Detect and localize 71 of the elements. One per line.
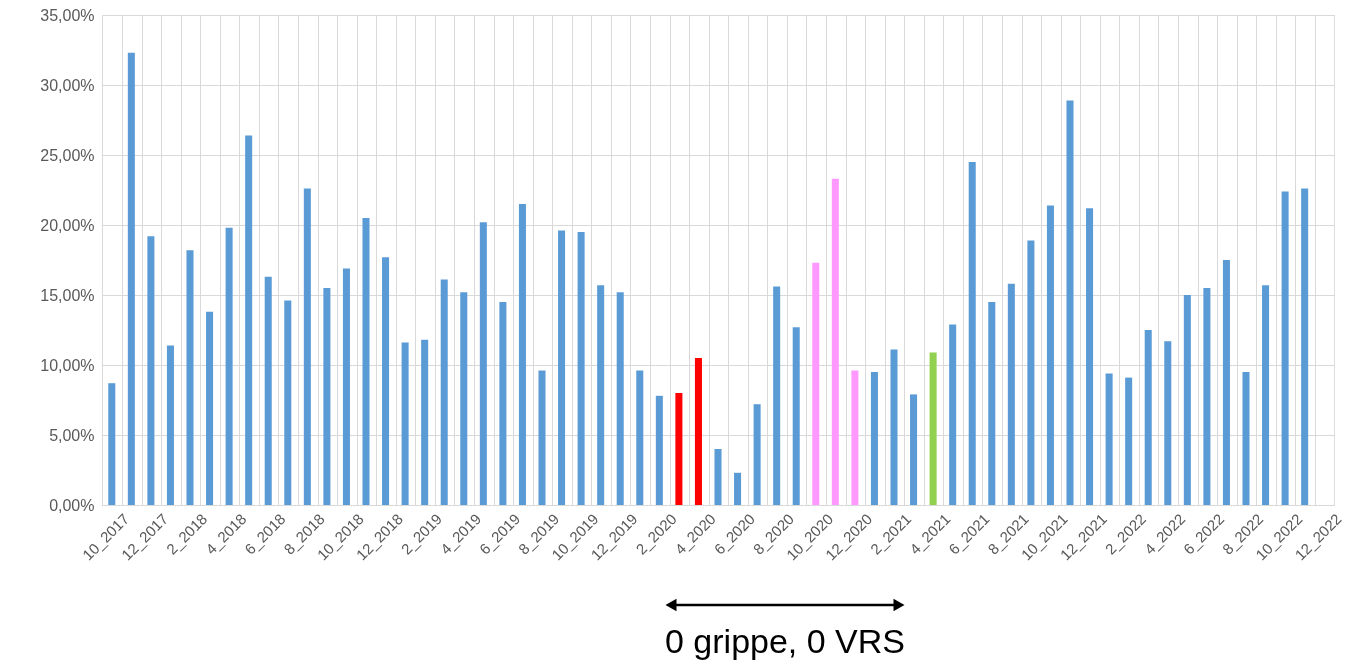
- bar: [1086, 208, 1094, 505]
- y-tick-label: 25,00%: [40, 146, 95, 164]
- bar: [910, 394, 918, 505]
- bar: [792, 327, 800, 505]
- bar: [734, 472, 742, 505]
- bar: [1046, 205, 1054, 505]
- bar: [108, 383, 116, 505]
- bar: [1183, 295, 1191, 505]
- bar: [382, 257, 390, 505]
- bar: [968, 162, 976, 505]
- bar: [890, 349, 898, 505]
- bar: [577, 232, 585, 505]
- bar: [538, 370, 546, 505]
- bar: [1203, 288, 1211, 505]
- bar: [616, 292, 624, 505]
- bar: [342, 268, 350, 505]
- bar: [988, 302, 996, 505]
- y-tick-label: 10,00%: [40, 356, 95, 374]
- bar: [636, 370, 644, 505]
- bar: [323, 288, 331, 505]
- bar: [1222, 260, 1230, 505]
- bar: [206, 311, 214, 505]
- bar: [1144, 330, 1152, 505]
- bar: [831, 178, 839, 505]
- bar: [440, 279, 448, 505]
- bar: [949, 324, 957, 505]
- bar: [245, 135, 253, 505]
- y-tick-label: 15,00%: [40, 286, 95, 304]
- bar: [1027, 240, 1035, 505]
- bar: [558, 230, 566, 505]
- bar: [812, 262, 820, 505]
- y-tick-label: 20,00%: [40, 216, 95, 234]
- bar: [1105, 373, 1113, 505]
- bar: [1242, 372, 1250, 505]
- bar: [264, 276, 272, 505]
- bar: [518, 204, 526, 505]
- bar: [1125, 377, 1133, 505]
- y-tick-label: 5,00%: [49, 426, 95, 444]
- bar: [929, 352, 937, 505]
- bar: [499, 302, 507, 505]
- bar: [303, 188, 311, 505]
- bar: [186, 250, 194, 505]
- bar: [597, 285, 605, 505]
- bar: [655, 395, 663, 505]
- bar: [675, 393, 683, 505]
- text: 0 grippe, 0 VRS: [664, 622, 906, 660]
- y-tick-label: 0,00%: [49, 496, 95, 514]
- bar: [284, 300, 292, 505]
- bar: [714, 449, 722, 505]
- bar: [1007, 283, 1015, 505]
- bar: [1301, 188, 1309, 505]
- bar: [773, 286, 781, 505]
- bar: [127, 52, 135, 505]
- bar: [362, 218, 370, 505]
- bar: [870, 372, 878, 505]
- y-tick-label: 35,00%: [40, 6, 95, 24]
- bar: [147, 236, 155, 505]
- bar: [1262, 285, 1270, 505]
- bar: [401, 342, 409, 505]
- bar: [1066, 100, 1074, 505]
- bar: [225, 227, 233, 505]
- bar: [421, 339, 429, 505]
- bar: [166, 345, 174, 505]
- bar: [460, 292, 468, 505]
- bar: [694, 358, 702, 505]
- y-tick-label: 30,00%: [40, 76, 95, 94]
- bar: [851, 370, 859, 505]
- bar: [1164, 341, 1172, 505]
- bar: [753, 404, 761, 505]
- bar: [1281, 191, 1289, 505]
- bar: [479, 222, 487, 505]
